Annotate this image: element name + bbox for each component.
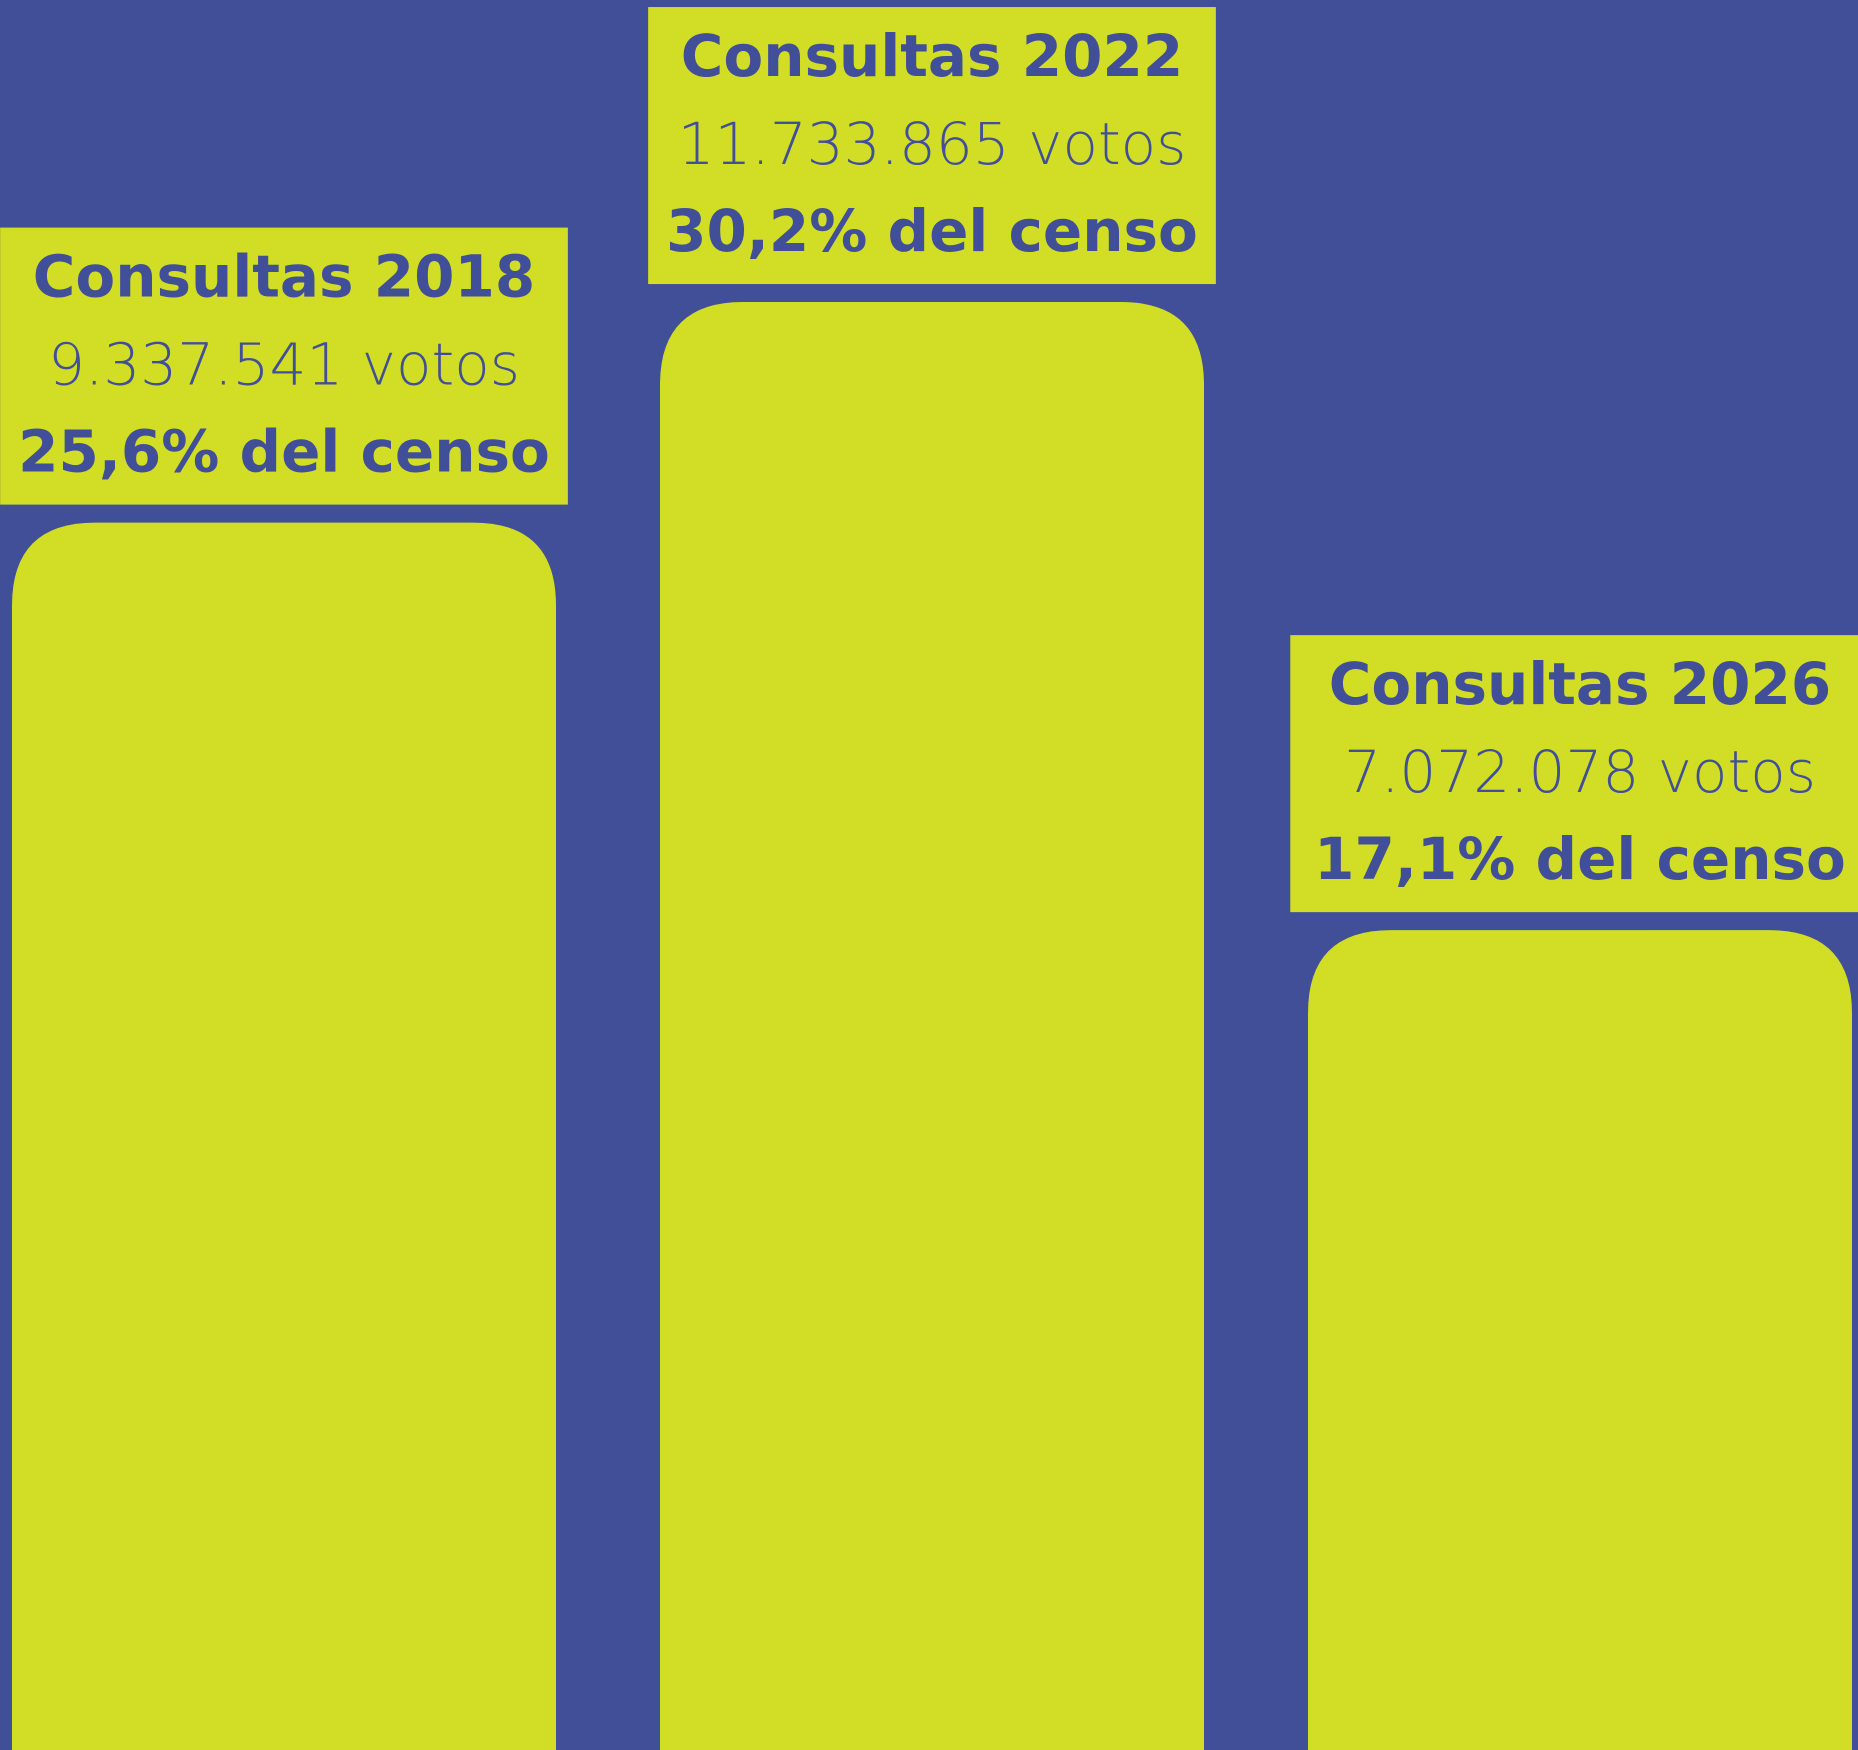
value-label: 30,2% del censo bbox=[666, 197, 1198, 265]
category-label: Consultas 2018 bbox=[33, 243, 535, 311]
bar bbox=[1308, 930, 1852, 1750]
label-background bbox=[0, 227, 568, 505]
label-box: Consultas 2018 9.337.541 votos 25,6% del c… bbox=[0, 227, 568, 505]
value-label: 17,1% del censo bbox=[1314, 825, 1846, 893]
category-label: Consultas 2022 bbox=[681, 22, 1183, 90]
label-box: Consultas 2022 11.733.865 votos 30,2% del … bbox=[648, 7, 1216, 285]
votes-label: 9.337.541 votos bbox=[48, 331, 520, 399]
label-box: Consultas 2026 7.072.078 votos 17,1% del c… bbox=[1290, 635, 1858, 913]
votes-label: 11.733.865 votos bbox=[678, 110, 1187, 178]
bar bbox=[660, 302, 1204, 1750]
value-label: 25,6% del censo bbox=[18, 418, 550, 486]
label-background bbox=[1290, 635, 1858, 913]
category-label: Consultas 2026 bbox=[1329, 650, 1831, 718]
label-background bbox=[648, 7, 1216, 285]
votes-label: 7.072.078 votos bbox=[1344, 738, 1816, 806]
bar bbox=[12, 522, 556, 1750]
